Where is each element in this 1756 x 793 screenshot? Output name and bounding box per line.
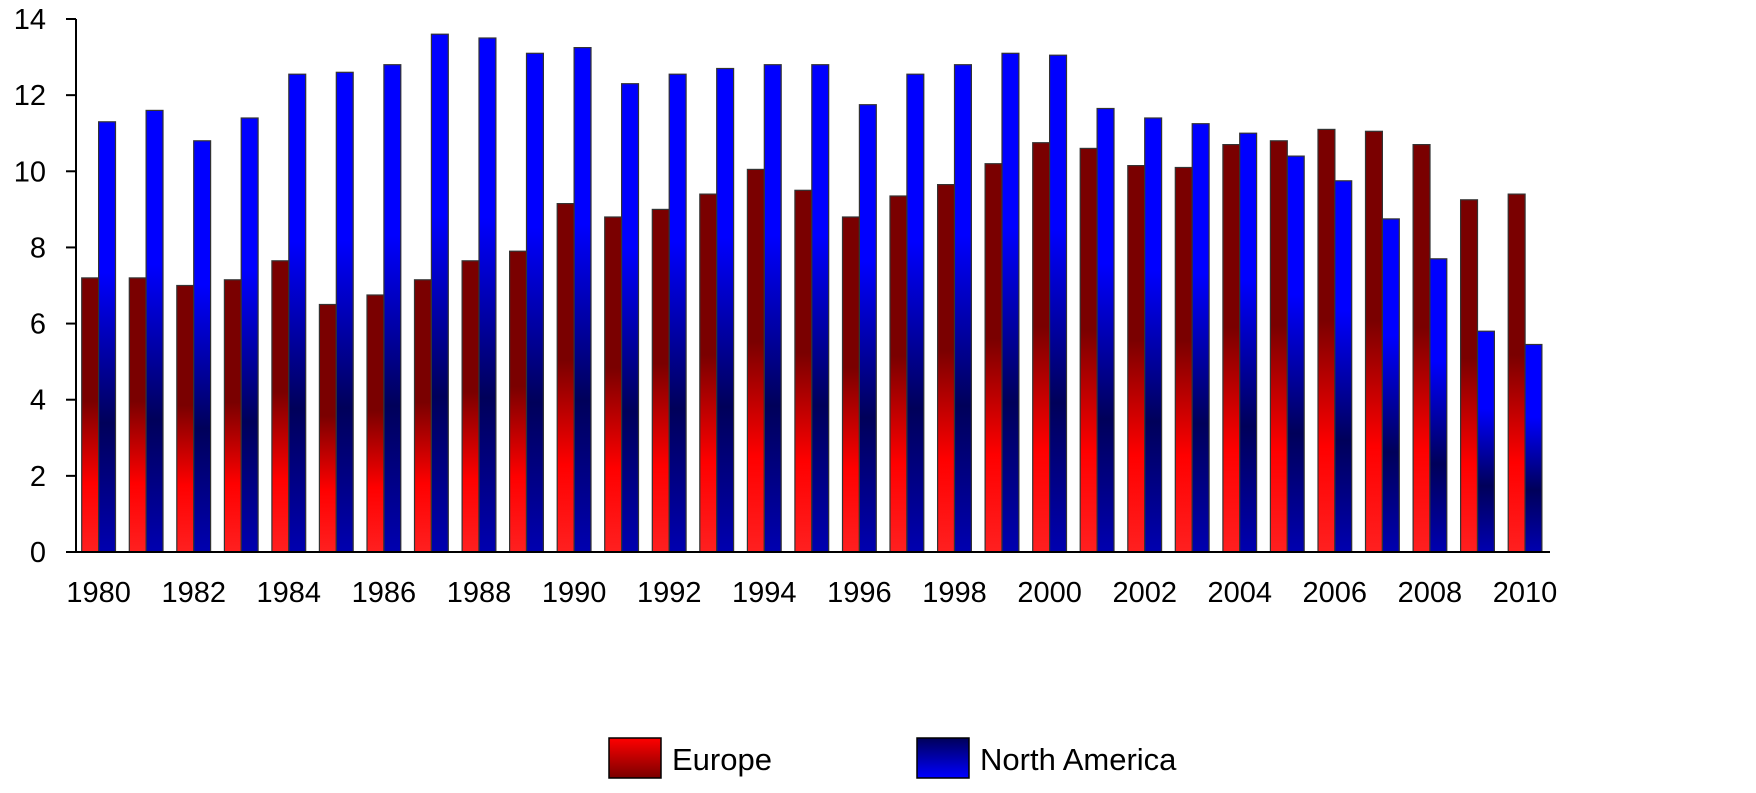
bar-europe-1988 <box>461 260 480 553</box>
bar-europe-2004 <box>1222 144 1241 553</box>
bar-north-america-2006 <box>1334 180 1353 553</box>
bar-north-america-1992 <box>668 73 687 553</box>
x-tick-label-1996: 1996 <box>827 577 892 609</box>
bar-europe-1987 <box>413 279 432 553</box>
bar-north-america-1991 <box>620 83 640 553</box>
bar-europe-1991 <box>604 216 623 553</box>
x-tick-label-2002: 2002 <box>1112 577 1177 609</box>
x-tick-label-2006: 2006 <box>1303 577 1368 609</box>
x-tick-label-1994: 1994 <box>732 577 797 609</box>
bar-europe-1982 <box>176 284 195 553</box>
x-tick-label-1986: 1986 <box>352 577 417 609</box>
bar-europe-2005 <box>1269 140 1288 553</box>
bar-europe-1983 <box>223 279 242 553</box>
bar-north-america-2002 <box>1144 117 1163 553</box>
bar-europe-2010 <box>1507 193 1526 553</box>
bar-north-america-1990 <box>573 46 592 553</box>
bar-north-america-1987 <box>430 33 449 553</box>
bar-europe-1997 <box>889 195 908 553</box>
bar-europe-2009 <box>1459 199 1479 553</box>
bar-north-america-1996 <box>858 104 877 553</box>
bar-europe-1989 <box>509 250 528 553</box>
bar-north-america-1999 <box>1001 52 1020 553</box>
bar-north-america-1985 <box>335 71 354 553</box>
x-tick-label-1988: 1988 <box>447 577 512 609</box>
bar-europe-1998 <box>936 184 956 553</box>
x-tick-label-2000: 2000 <box>1017 577 1082 609</box>
bar-north-america-1984 <box>288 73 307 553</box>
bar-north-america-2004 <box>1239 132 1258 553</box>
x-tick-label-2010: 2010 <box>1493 577 1558 609</box>
bar-europe-1996 <box>841 216 860 553</box>
bar-europe-1981 <box>128 277 147 553</box>
bar-europe-1994 <box>746 168 765 553</box>
bar-north-america-2009 <box>1476 330 1495 553</box>
bar-north-america-1986 <box>383 64 402 553</box>
bar-europe-2007 <box>1364 130 1383 553</box>
bar-north-america-1993 <box>716 67 735 553</box>
bar-europe-2006 <box>1317 128 1336 553</box>
axes-group: 0 2 4 6 8 10 12 14 1980 1982 1984 1986 1988 1990 1992 1… <box>14 4 1558 609</box>
y-tick-label-10: 10 <box>14 156 46 188</box>
bar-europe-1992 <box>651 208 670 553</box>
x-tick-label-1998: 1998 <box>922 577 987 609</box>
bar-europe-1990 <box>556 203 575 553</box>
y-tick-label-8: 8 <box>30 232 46 264</box>
x-tick-label-1980: 1980 <box>66 577 131 609</box>
x-tick-label-2008: 2008 <box>1398 577 1463 609</box>
bar-north-america-2003 <box>1191 123 1210 553</box>
legend-label-north-america: North America <box>980 742 1177 777</box>
bar-europe-1984 <box>271 260 290 553</box>
x-tick-label-1990: 1990 <box>542 577 607 609</box>
y-tick-label-4: 4 <box>30 385 46 417</box>
bar-north-america-1982 <box>193 140 212 553</box>
legend: Europe North America <box>608 737 1177 779</box>
bars-group <box>81 33 1543 553</box>
bar-north-america-2001 <box>1096 107 1115 553</box>
bar-north-america-2008 <box>1429 258 1448 553</box>
bar-north-america-2007 <box>1381 218 1400 553</box>
bar-north-america-1988 <box>478 37 497 553</box>
y-tick-label-14: 14 <box>14 4 46 36</box>
x-tick-label-1984: 1984 <box>257 577 322 609</box>
bar-north-america-2005 <box>1286 155 1305 553</box>
bar-europe-1986 <box>366 294 385 553</box>
bar-europe-1993 <box>699 193 718 553</box>
bar-europe-1999 <box>984 163 1003 553</box>
bar-north-america-1997 <box>906 73 925 553</box>
bar-north-america-1994 <box>763 64 782 553</box>
bar-north-america-1998 <box>953 64 972 553</box>
bar-north-america-2000 <box>1048 54 1068 553</box>
bar-europe-1995 <box>794 189 813 553</box>
legend-swatch-europe <box>608 737 662 779</box>
legend-label-europe: Europe <box>672 742 772 777</box>
bar-europe-2003 <box>1174 166 1193 553</box>
bar-europe-1985 <box>318 303 337 553</box>
bar-north-america-1983 <box>240 117 259 553</box>
y-tick-label-6: 6 <box>30 309 46 341</box>
bar-europe-2008 <box>1412 144 1431 553</box>
bar-europe-1980 <box>81 277 100 553</box>
y-tick-label-2: 2 <box>30 461 46 493</box>
bar-europe-2000 <box>1032 142 1051 553</box>
y-tick-label-12: 12 <box>14 80 46 112</box>
bar-europe-2001 <box>1079 147 1098 553</box>
bar-north-america-2010 <box>1524 343 1543 553</box>
bar-europe-2002 <box>1127 165 1146 553</box>
x-tick-label-1992: 1992 <box>637 577 702 609</box>
x-tick-label-1982: 1982 <box>161 577 226 609</box>
bar-north-america-1995 <box>811 64 830 553</box>
y-tick-label-0: 0 <box>30 537 46 569</box>
bar-north-america-1989 <box>525 52 544 553</box>
bar-north-america-1980 <box>97 121 117 553</box>
x-tick-label-2004: 2004 <box>1207 577 1272 609</box>
bar-north-america-1981 <box>145 109 164 553</box>
legend-swatch-north-america <box>916 737 970 779</box>
